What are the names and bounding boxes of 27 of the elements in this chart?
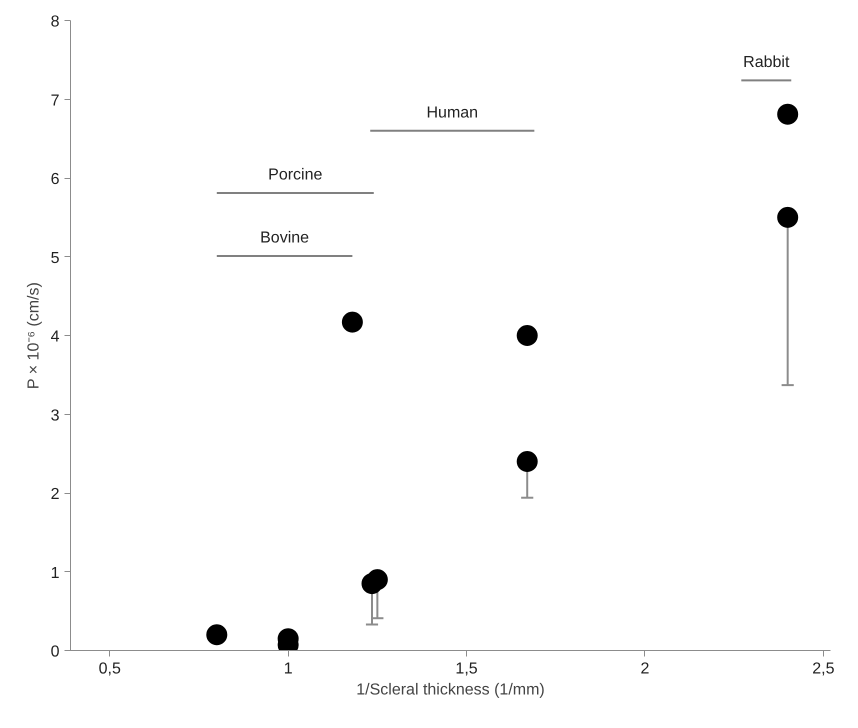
y-tick-label: 6 [50, 171, 60, 188]
x-tick-label: 1 [284, 660, 293, 678]
point [206, 624, 228, 646]
y-tick-label: 8 [50, 14, 60, 30]
y-tick-label: 0 [50, 644, 60, 660]
point [777, 206, 798, 228]
point [516, 451, 538, 472]
y-tick-label: 7 [50, 92, 60, 110]
y-tick-label: 1 [50, 564, 60, 582]
y-tick-label: 5 [50, 250, 60, 267]
y-tick-label: 2 [50, 486, 60, 503]
x-tick-label: 2,5 [812, 660, 835, 678]
x-tick-label: 2 [640, 660, 650, 678]
series-label: Rabbit [743, 54, 790, 71]
point [366, 569, 388, 590]
x-tick-label: 0,5 [98, 660, 121, 678]
y-axis-title: P × 10⁻⁶ (cm/s) [26, 282, 43, 390]
point [342, 312, 363, 333]
x-axis-title: 1/Scleral thickness (1/mm) [356, 682, 545, 698]
series-label: Porcine [268, 166, 323, 184]
point [777, 104, 798, 125]
y-tick-label: 3 [50, 407, 60, 424]
series-label: Human [426, 104, 478, 122]
point [516, 325, 538, 346]
x-tick-label: 1,5 [455, 660, 478, 678]
y-tick-label: 4 [50, 328, 60, 346]
series-label: Bovine [260, 230, 310, 247]
